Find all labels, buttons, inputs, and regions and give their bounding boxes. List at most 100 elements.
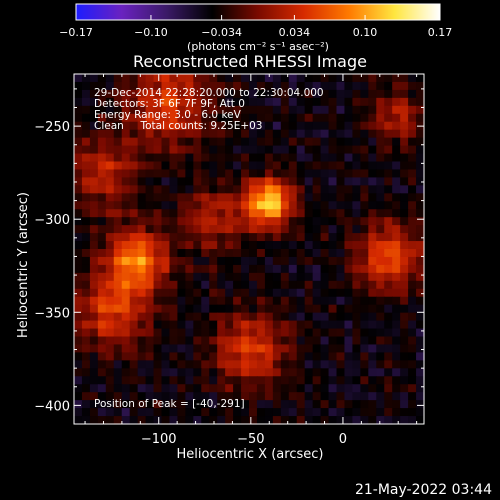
heatmap-cell — [280, 304, 290, 314]
heatmap-cell — [185, 137, 194, 147]
heatmap-cell — [408, 256, 417, 266]
heatmap-cell — [368, 360, 377, 369]
heatmap-cell — [161, 320, 171, 330]
heatmap-cell — [408, 400, 417, 409]
heatmap-cell — [249, 169, 258, 178]
heatmap-cell — [209, 105, 218, 115]
heatmap-cell — [344, 74, 353, 83]
heatmap-cell — [272, 121, 282, 131]
heatmap-cell — [137, 344, 147, 353]
heatmap-cell — [81, 161, 91, 171]
heatmap-cell — [280, 328, 290, 338]
heatmap-cell — [392, 241, 401, 250]
heatmap-cell — [217, 217, 226, 226]
heatmap-cell — [225, 121, 234, 131]
heatmap-cell — [89, 256, 99, 266]
heatmap-cell — [81, 153, 91, 163]
heatmap-cell — [97, 74, 107, 83]
heatmap-cell — [97, 137, 107, 147]
heatmap-cell — [137, 137, 147, 147]
heatmap-cell — [233, 368, 242, 377]
heatmap-cell — [145, 368, 155, 377]
heatmap-cell — [105, 97, 115, 107]
heatmap-cell — [408, 97, 417, 107]
heatmap-cell — [193, 113, 202, 123]
heatmap-cell — [74, 328, 83, 338]
heatmap-cell — [193, 312, 202, 322]
heatmap-cell — [352, 320, 361, 330]
heatmap-cell — [264, 233, 274, 242]
heatmap-cell — [89, 169, 99, 178]
heatmap-cell — [129, 177, 139, 186]
heatmap-cell — [121, 408, 131, 417]
heatmap-cell — [153, 408, 163, 417]
heatmap-cell — [209, 408, 218, 417]
heatmap-cell — [241, 137, 250, 147]
heatmap-cell — [304, 233, 314, 242]
heatmap-cell — [74, 392, 83, 401]
heatmap-cell — [328, 320, 338, 330]
heatmap-cell — [376, 161, 385, 171]
heatmap-cell — [408, 217, 417, 226]
heatmap-cell — [233, 320, 242, 330]
annotation-energy-range: Energy Range: 3.0 - 6.0 keV — [94, 109, 242, 121]
heatmap-cell — [137, 312, 147, 322]
heatmap-cell — [105, 137, 115, 147]
heatmap-cell — [296, 217, 306, 226]
heatmap-cell — [169, 344, 178, 353]
heatmap-cell — [113, 121, 123, 131]
heatmap-cell — [320, 81, 330, 91]
heatmap-cell — [360, 400, 369, 409]
heatmap-cell — [193, 89, 202, 99]
heatmap-cell — [129, 97, 139, 107]
heatmap-cell — [312, 256, 322, 266]
heatmap-cell — [296, 145, 306, 155]
heatmap-cell — [105, 161, 115, 171]
heatmap-cell — [129, 129, 139, 139]
heatmap-cell — [113, 169, 123, 178]
heatmap-cell — [105, 169, 115, 178]
heatmap-cell — [352, 392, 361, 401]
heatmap-cell — [288, 201, 298, 210]
heatmap-cell — [328, 89, 338, 99]
heatmap-cell — [81, 256, 91, 266]
heatmap-cell — [400, 320, 409, 330]
heatmap-cell — [360, 233, 369, 242]
heatmap-cell — [320, 384, 330, 393]
heatmap-cell — [249, 416, 258, 425]
heatmap-cell — [209, 272, 218, 282]
heatmap-cell — [249, 272, 258, 282]
heatmap-cell — [264, 209, 274, 218]
heatmap-cell — [97, 256, 107, 266]
heatmap-cell — [81, 296, 91, 306]
heatmap-cell — [296, 296, 306, 306]
heatmap-cell — [201, 81, 210, 91]
heatmap-cell — [392, 97, 401, 107]
heatmap-cell — [105, 256, 115, 266]
heatmap-cell — [272, 249, 282, 258]
heatmap-cell — [296, 161, 306, 171]
heatmap-cell — [280, 288, 290, 298]
heatmap-cell — [400, 145, 409, 155]
heatmap-cell — [384, 280, 393, 290]
heatmap-cell — [97, 328, 107, 338]
heatmap-cell — [209, 264, 218, 274]
heatmap-cell — [336, 81, 346, 91]
heatmap-cell — [304, 169, 314, 178]
heatmap-cell — [336, 368, 346, 377]
heatmap-cell — [121, 392, 131, 401]
heatmap-cell — [169, 121, 178, 131]
heatmap-cell — [177, 368, 186, 377]
heatmap-cell — [296, 376, 306, 385]
heatmap-cell — [241, 320, 250, 330]
heatmap-cell — [392, 256, 401, 266]
heatmap-cell — [416, 312, 425, 322]
heatmap-cell — [241, 312, 250, 322]
heatmap-cell — [97, 89, 107, 99]
heatmap-cell — [89, 153, 99, 163]
heatmap-cell — [408, 392, 417, 401]
heatmap-cell — [328, 280, 338, 290]
heatmap-cell — [352, 225, 361, 234]
heatmap-cell — [264, 376, 274, 385]
heatmap-cell — [336, 193, 346, 202]
